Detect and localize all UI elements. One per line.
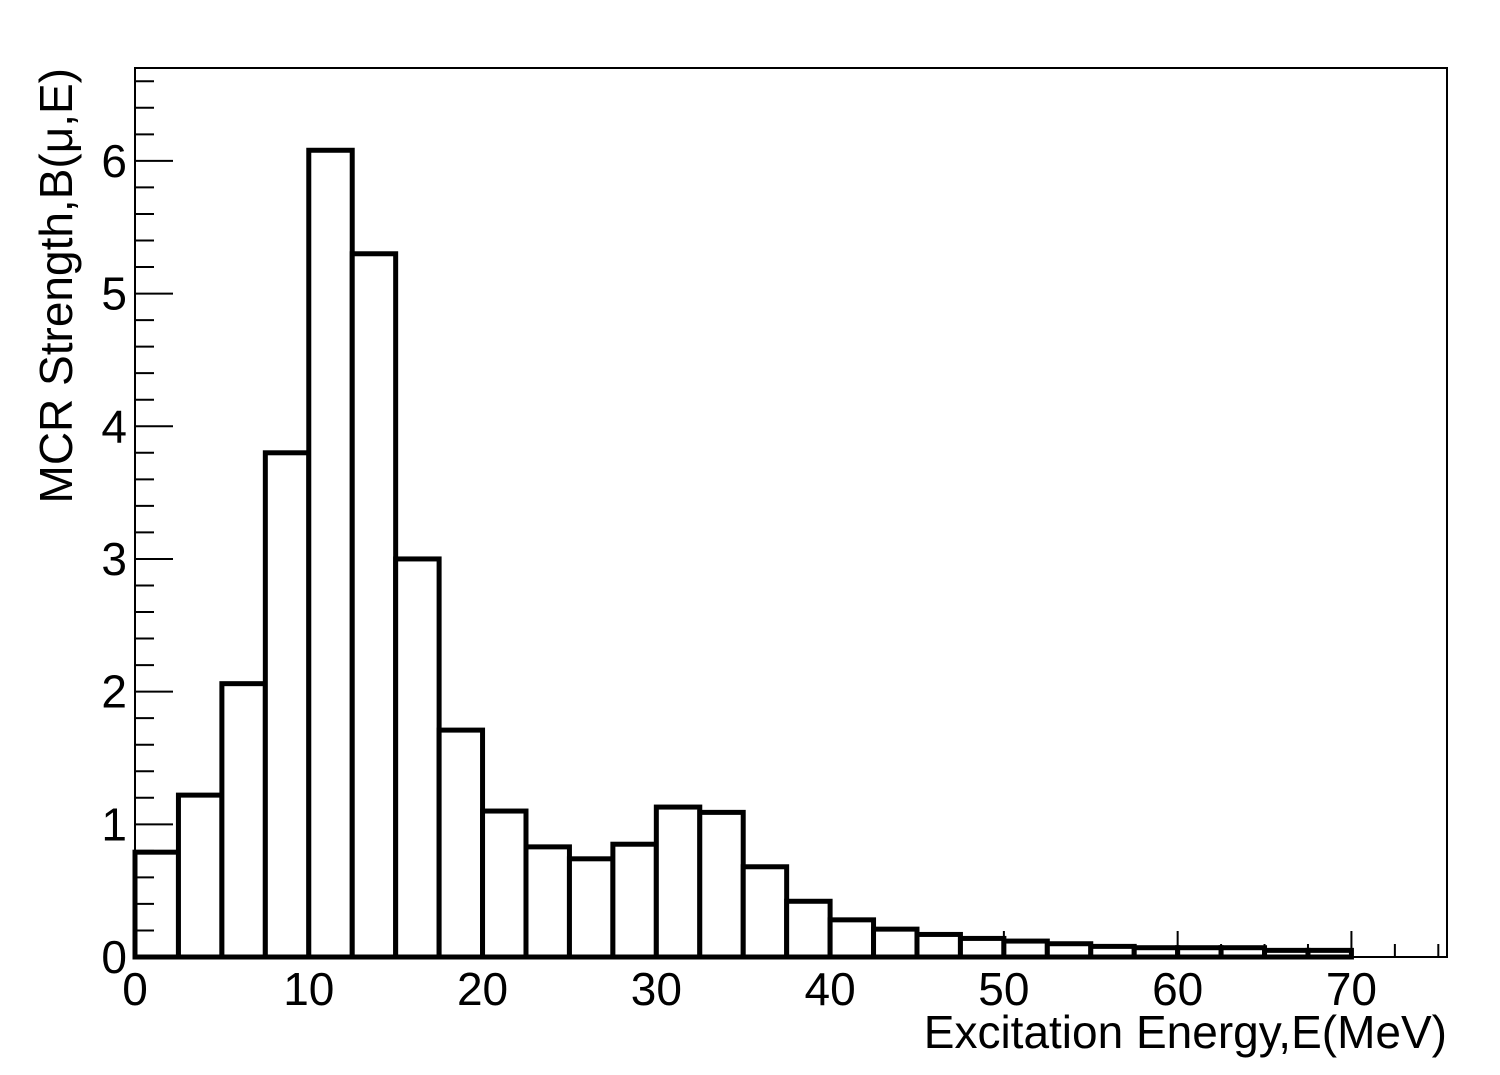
histogram-bar-10 xyxy=(566,856,616,960)
histogram-bar-12 xyxy=(653,804,703,960)
histogram-bar-2 xyxy=(219,681,268,960)
histogram-bar-13 xyxy=(697,809,746,960)
histogram-bar-23 xyxy=(1131,945,1181,960)
y-tick-labels: 0 1 2 3 4 5 6 xyxy=(101,135,127,983)
x-axis-label: Excitation Energy,E(MeV) xyxy=(924,1006,1447,1058)
y-tick-label: 3 xyxy=(101,533,127,585)
x-tick-label: 40 xyxy=(805,963,856,1015)
histogram-bar-24 xyxy=(1175,945,1224,960)
histogram-bar-1 xyxy=(175,792,225,960)
histogram-bar-18 xyxy=(914,931,963,960)
x-tick-labels: 0 10 20 30 40 50 60 70 xyxy=(122,963,1377,1015)
histogram-bar-16 xyxy=(827,917,877,960)
histogram-bar-20 xyxy=(1001,938,1050,960)
histogram-bar-19 xyxy=(957,935,1007,960)
histogram-bar-14 xyxy=(740,864,790,960)
x-tick-label: 20 xyxy=(457,963,508,1015)
histogram-bar-15 xyxy=(784,898,833,960)
y-tick-label: 5 xyxy=(101,268,127,320)
histogram-bar-25 xyxy=(1218,945,1268,960)
histogram-bar-8 xyxy=(480,808,529,960)
y-axis-label: MCR Strength,B(μ,E) xyxy=(30,68,82,504)
y-tick-label: 4 xyxy=(101,400,127,452)
histogram-bar-21 xyxy=(1044,941,1094,960)
histogram-bar-3 xyxy=(262,450,312,960)
histogram-bar-7 xyxy=(436,727,486,960)
histogram-bar-22 xyxy=(1088,943,1137,960)
x-tick-label: 50 xyxy=(978,963,1029,1015)
x-tick-label: 10 xyxy=(283,963,334,1015)
y-tick-label: 1 xyxy=(101,798,127,850)
x-tick-label: 70 xyxy=(1326,963,1377,1015)
histogram-bar-17 xyxy=(871,926,920,960)
y-tick-label: 0 xyxy=(101,931,127,983)
plot-frame xyxy=(134,67,1448,958)
y-tick-label: 2 xyxy=(101,666,127,718)
histogram-bar-6 xyxy=(393,556,442,960)
bars-layer xyxy=(132,147,1354,960)
histogram-bar-4 xyxy=(306,147,355,960)
x-tick-label: 30 xyxy=(631,963,682,1015)
histogram-bar-9 xyxy=(523,844,572,960)
x-tick-label: 60 xyxy=(1152,963,1203,1015)
histogram-bar-5 xyxy=(349,251,399,960)
y-tick-label: 6 xyxy=(101,135,127,187)
histogram-bar-11 xyxy=(610,841,659,960)
x-tick-label: 0 xyxy=(122,963,148,1015)
